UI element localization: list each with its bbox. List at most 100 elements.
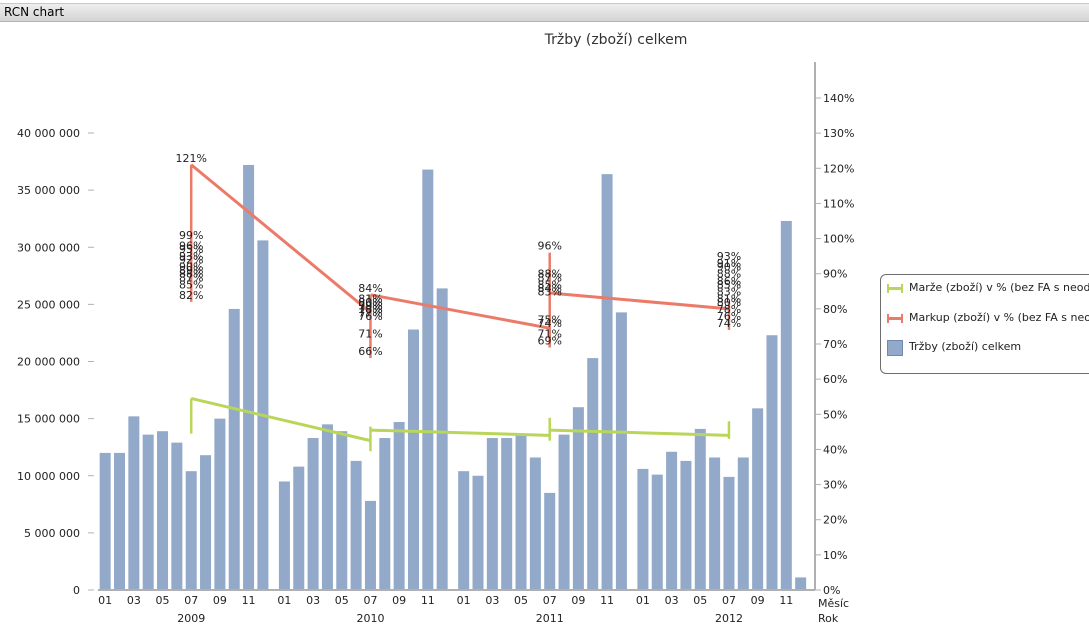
sales-bar	[128, 416, 140, 590]
legend-margin-swatch	[887, 284, 903, 293]
month-tick-label: 05	[156, 594, 170, 607]
markup-data-label: 93%	[179, 250, 203, 263]
sales-bar	[709, 457, 721, 590]
sales-bar	[558, 434, 570, 590]
x-axis-label-year: Rok	[818, 612, 839, 625]
markup-data-label: 78%	[358, 303, 382, 316]
x-axis-label-month: Měsíc	[818, 597, 849, 610]
markup-data-label: 66%	[358, 345, 382, 358]
right-axis-tick-label: 50%	[823, 408, 847, 421]
markup-data-label: 92%	[179, 254, 203, 267]
right-axis-tick-label: 30%	[823, 479, 847, 492]
markup-data-label: 77%	[358, 306, 382, 319]
markup-data-label: 90%	[179, 261, 203, 274]
markup-data-label: 81%	[358, 292, 382, 305]
legend-markup-label: Markup (zboží) v % (bez FA s neod	[909, 311, 1089, 324]
sales-bar	[278, 481, 290, 590]
sales-bar	[293, 466, 305, 590]
month-tick-label: 11	[600, 594, 614, 607]
month-tick-label: 11	[421, 594, 435, 607]
year-tick-label: 2011	[536, 612, 564, 625]
month-tick-label: 03	[485, 594, 499, 607]
markup-data-label: 91%	[717, 257, 741, 270]
sales-bar	[651, 474, 663, 590]
markup-data-label: 85%	[537, 278, 561, 291]
right-axis-tick-label: 120%	[823, 162, 854, 175]
right-axis-tick-label: 130%	[823, 127, 854, 140]
sales-bar	[243, 164, 255, 591]
month-tick-label: 01	[98, 594, 112, 607]
left-axis-tick-label: 40 000 000	[17, 127, 80, 140]
sales-bar	[694, 428, 706, 590]
month-tick-label: 11	[779, 594, 793, 607]
sales-bar	[529, 457, 541, 590]
month-tick-label: 05	[693, 594, 707, 607]
sales-bar	[795, 577, 807, 590]
left-axis-tick-label: 0	[73, 584, 80, 597]
margin-line-segment	[370, 428, 550, 437]
markup-data-label: 79%	[358, 299, 382, 312]
markup-data-label: 83%	[717, 285, 741, 298]
markup-data-label: 80%	[358, 296, 382, 309]
sales-bar	[214, 418, 226, 590]
sales-bar	[407, 329, 419, 590]
markup-line-segment	[549, 291, 730, 311]
sales-bar	[350, 460, 362, 590]
right-axis-tick-label: 100%	[823, 233, 854, 246]
markup-data-label: 88%	[179, 268, 203, 281]
sales-bar	[379, 438, 391, 590]
sales-bar	[780, 220, 792, 590]
sales-bar	[501, 438, 513, 590]
month-tick-label: 03	[665, 594, 679, 607]
right-axis-tick-label: 40%	[823, 443, 847, 456]
legend-markup-swatch	[887, 314, 903, 323]
sales-bar	[766, 335, 778, 590]
sales-bar	[544, 492, 556, 590]
markup-data-label: 86%	[717, 275, 741, 288]
sales-bar	[171, 442, 183, 590]
left-axis-tick-label: 35 000 000	[17, 184, 80, 197]
left-axis-tick-label: 10 000 000	[17, 470, 80, 483]
right-axis-tick-label: 60%	[823, 373, 847, 386]
sales-bar	[307, 438, 319, 590]
sales-bar	[393, 422, 405, 590]
legend-margin-label: Marže (zboží) v % (bez FA s neod	[909, 281, 1089, 294]
year-tick-label: 2010	[356, 612, 384, 625]
sales-bar	[601, 174, 613, 590]
sales-bar	[114, 452, 126, 590]
markup-data-label: 95%	[179, 243, 203, 256]
right-axis-tick-label: 140%	[823, 92, 854, 105]
sales-bar	[666, 451, 678, 590]
markup-data-label: 71%	[358, 327, 382, 340]
markup-data-label: 85%	[179, 278, 203, 291]
chart-legend[interactable]: Marže (zboží) v % (bez FA s neod Markup …	[880, 274, 1089, 374]
right-axis-tick-label: 90%	[823, 268, 847, 281]
sales-bar	[587, 358, 599, 590]
right-axis-tick-label: 10%	[823, 549, 847, 562]
markup-data-label: 84%	[358, 282, 382, 295]
month-tick-label: 09	[213, 594, 227, 607]
right-axis-tick-label: 110%	[823, 197, 854, 210]
sales-bar	[752, 408, 764, 590]
month-tick-label: 03	[127, 594, 141, 607]
window-title: RCN chart	[4, 5, 65, 19]
month-tick-label: 01	[277, 594, 291, 607]
sales-bar	[321, 424, 333, 590]
month-tick-label: 09	[751, 594, 765, 607]
legend-item-markup[interactable]: Markup (zboží) v % (bez FA s neod	[887, 311, 1089, 327]
month-tick-label: 11	[242, 594, 256, 607]
legend-item-sales[interactable]: Tržby (zboží) celkem	[887, 340, 1089, 356]
month-tick-label: 07	[363, 594, 377, 607]
markup-data-label: 89%	[179, 264, 203, 277]
month-tick-label: 09	[571, 594, 585, 607]
markup-line-segment	[190, 163, 372, 314]
left-axis-tick-label: 15 000 000	[17, 413, 80, 426]
legend-item-margin[interactable]: Marže (zboží) v % (bez FA s neod	[887, 281, 1089, 297]
sales-bar	[615, 312, 627, 590]
markup-data-label: 78%	[717, 303, 741, 316]
left-axis-tick-label: 20 000 000	[17, 356, 80, 369]
year-tick-label: 2009	[177, 612, 205, 625]
window-titlebar[interactable]: RCN chart	[0, 3, 1089, 22]
year-tick-label: 2012	[715, 612, 743, 625]
markup-data-label: 99%	[179, 229, 203, 242]
